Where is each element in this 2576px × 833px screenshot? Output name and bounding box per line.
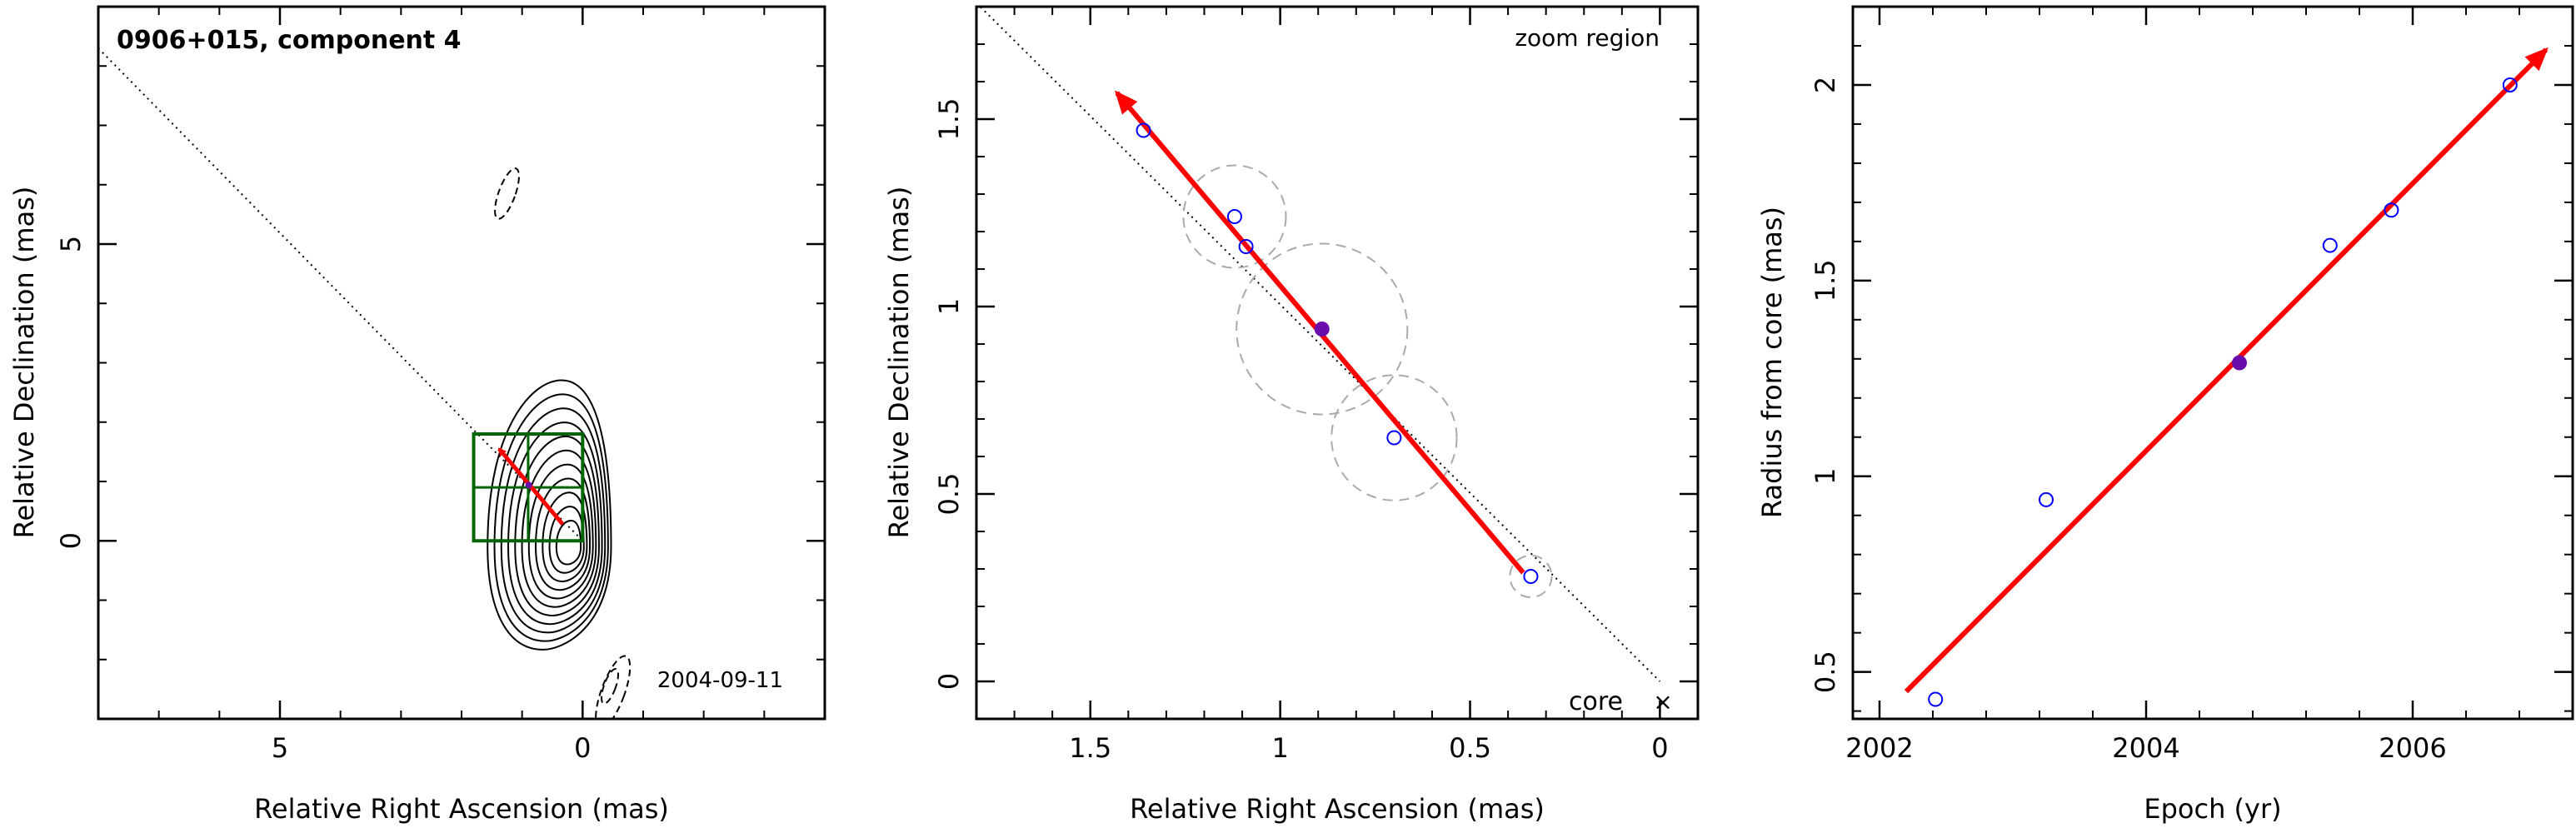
component-size-circle [1182, 164, 1287, 269]
radius-x-tick-label: 2006 [2379, 732, 2446, 764]
zoom-ylabel: Relative Declination (mas) [883, 187, 915, 539]
zoom-x-tick-label: 0 [1651, 732, 1668, 764]
radius-point [2039, 491, 2054, 507]
component-marker [525, 481, 532, 489]
image-title: 0906+015, component 4 [117, 26, 462, 55]
contour-level [542, 491, 588, 582]
image-y-tick-label: 0 [55, 532, 87, 549]
image-x-tick-label: 5 [272, 732, 288, 764]
radius-point-filled [2232, 355, 2247, 371]
radius-panel: 2002 2004 2006 0.5 1 1.5 2 Epoch (yr) Radius f… [1756, 5, 2574, 825]
zoom-xlabel: Relative Right Ascension (mas) [1130, 793, 1545, 825]
zoom-plot-frame [975, 5, 1700, 721]
component-point [1226, 209, 1242, 224]
radius-point [2502, 77, 2518, 92]
zoom-y-tick-label: 0.5 [933, 473, 965, 516]
zoom-y-tick-label: 0 [933, 673, 965, 690]
radius-ylabel: Radius from core (mas) [1756, 207, 1788, 518]
radius-y-tick-label: 2 [1810, 77, 1841, 93]
zoom-panel: 1.5 1 0.5 0 0 0.5 1 1.5 zoom region core × Rela… [883, 5, 1700, 825]
radius-y-tick-label: 0.5 [1810, 651, 1841, 693]
contour-level [507, 421, 603, 626]
contour-level [493, 393, 609, 642]
negative-contour [595, 655, 632, 719]
date-label: 2004-09-11 [657, 668, 783, 693]
radius-plot-frame [1851, 5, 2574, 721]
radius-xlabel: Epoch (yr) [2144, 793, 2281, 825]
contour-level [500, 407, 607, 634]
component-point [1523, 569, 1539, 584]
negative-contour [494, 167, 520, 220]
radius-x-tick-label: 2004 [2112, 732, 2179, 764]
contour-level [521, 449, 597, 608]
component-point-filled [1314, 322, 1330, 337]
component-point [1136, 122, 1151, 138]
negative-contour [601, 668, 620, 705]
core-label-group: core × [1569, 687, 1673, 716]
component-point [1386, 430, 1402, 446]
image-y-tick-label: 5 [55, 236, 87, 252]
zoom-x-tick-label: 1 [1271, 732, 1288, 764]
zoom-x-tick-label: 0.5 [1449, 732, 1491, 764]
radius-point [2322, 237, 2338, 253]
image-x-tick-label: 0 [574, 732, 591, 764]
component-size-circle [1330, 374, 1458, 501]
contour-level [514, 435, 600, 616]
zoom-x-tick-label: 1.5 [1069, 732, 1111, 764]
image-xlabel: Relative Right Ascension (mas) [254, 793, 669, 825]
fit-line [1904, 47, 2549, 694]
radius-y-tick-label: 1 [1810, 468, 1841, 485]
jet-axis-line [979, 7, 1661, 682]
radius-point [1928, 691, 1944, 707]
component-point [1238, 239, 1254, 254]
image-panel: 5 0 0 5 0906+015, component 4 2004-09-11 Re… [8, 5, 826, 825]
core-marker: × [1653, 688, 1672, 716]
core-label: core [1569, 687, 1623, 716]
radius-x-tick-label: 2002 [1845, 732, 1913, 764]
zoom-region-label: zoom region [1515, 24, 1660, 52]
zoom-y-tick-label: 1 [933, 298, 965, 315]
jet-axis-line [98, 47, 584, 541]
component-size-circle [1509, 554, 1553, 599]
image-ylabel: Relative Declination (mas) [8, 187, 40, 539]
radius-point [2384, 202, 2399, 218]
component-size-circle [1236, 242, 1409, 416]
contour-map [487, 167, 632, 719]
contour-level [548, 506, 585, 574]
image-plot-frame [97, 5, 826, 721]
zoom-y-tick-label: 1.5 [933, 98, 965, 141]
contour-level [527, 463, 594, 600]
radius-y-tick-label: 1.5 [1810, 259, 1841, 302]
contour-level [487, 379, 612, 651]
